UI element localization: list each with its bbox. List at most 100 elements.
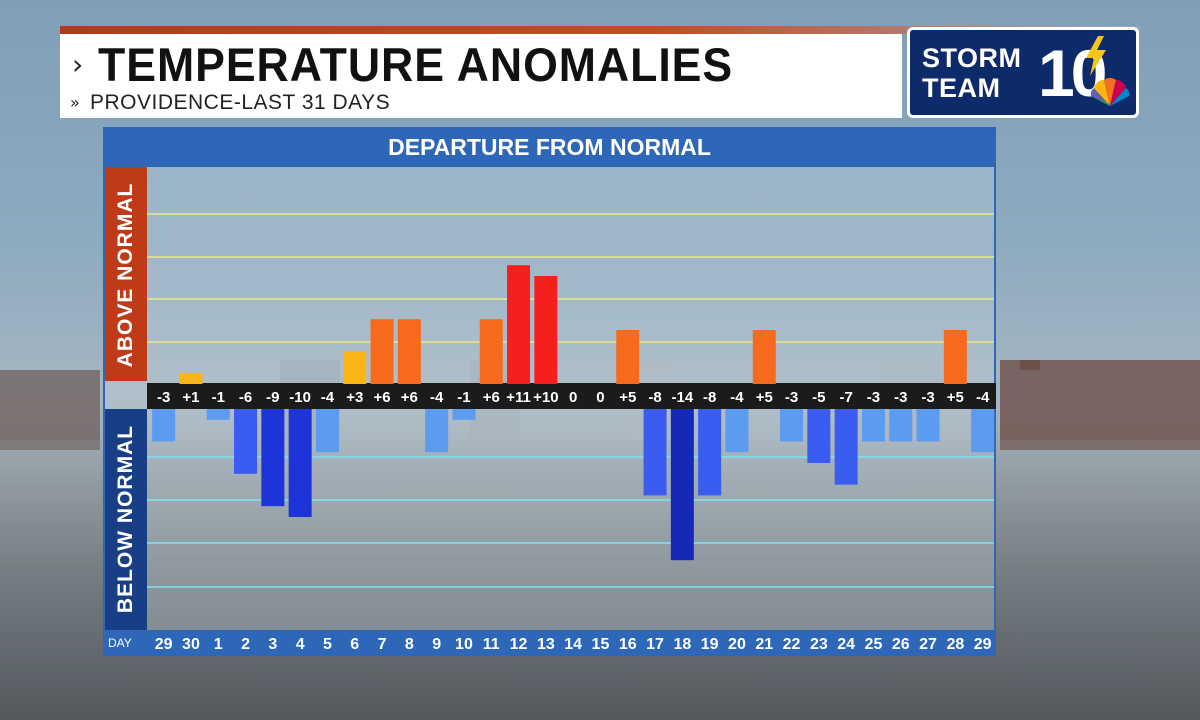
data-label: -5 bbox=[812, 389, 825, 406]
double-chevron-right-icon: » bbox=[70, 93, 80, 112]
below-normal-band bbox=[105, 409, 147, 630]
x-tick-label: 18 bbox=[673, 636, 691, 653]
bar bbox=[780, 409, 804, 442]
x-tick-label: 29 bbox=[974, 636, 992, 653]
page-title: TEMPERATURE ANOMALIES bbox=[98, 38, 734, 91]
x-tick-label: 22 bbox=[783, 636, 801, 653]
data-label: -8 bbox=[703, 389, 716, 406]
x-tick-label: 15 bbox=[592, 636, 610, 653]
x-tick-label: 5 bbox=[323, 636, 332, 653]
data-label: +5 bbox=[756, 389, 773, 406]
bar bbox=[206, 409, 230, 420]
bar bbox=[425, 409, 449, 453]
data-label: +6 bbox=[373, 389, 390, 406]
bar bbox=[643, 409, 667, 496]
bar bbox=[452, 409, 476, 420]
data-label: +5 bbox=[619, 389, 636, 406]
logo-word-team: TEAM bbox=[922, 73, 1001, 103]
data-label: -3 bbox=[785, 389, 798, 406]
data-label: -4 bbox=[730, 389, 744, 406]
bar bbox=[943, 330, 967, 384]
value-label-row bbox=[147, 383, 996, 409]
data-label: -6 bbox=[239, 389, 252, 406]
x-tick-label: 13 bbox=[537, 636, 555, 653]
data-label: 0 bbox=[569, 389, 577, 406]
data-label: -3 bbox=[894, 389, 907, 406]
data-label: -7 bbox=[839, 389, 852, 406]
x-tick-label: 10 bbox=[455, 636, 473, 653]
x-tick-label: 26 bbox=[892, 636, 910, 653]
bar bbox=[889, 409, 913, 442]
bar bbox=[288, 409, 312, 517]
x-tick-label: 8 bbox=[405, 636, 414, 653]
data-label: -8 bbox=[648, 389, 661, 406]
data-label: -3 bbox=[867, 389, 880, 406]
header-accent-stripe bbox=[60, 26, 1140, 34]
x-tick-label: 3 bbox=[268, 636, 277, 653]
x-tick-label: 23 bbox=[810, 636, 828, 653]
chevron-right-icon: › bbox=[72, 48, 84, 81]
x-tick-label: 12 bbox=[510, 636, 528, 653]
bar bbox=[698, 409, 722, 496]
data-label: +11 bbox=[506, 389, 531, 406]
x-tick-label: 16 bbox=[619, 636, 637, 653]
data-label: -4 bbox=[976, 389, 990, 406]
bar bbox=[861, 409, 885, 442]
data-label: 0 bbox=[596, 389, 604, 406]
chart-title: DEPARTURE FROM NORMAL bbox=[388, 134, 711, 160]
storm-team-10-logo: STORM TEAM 10 bbox=[907, 27, 1139, 118]
x-tick-label: 29 bbox=[155, 636, 173, 653]
x-tick-label: 4 bbox=[296, 636, 305, 653]
x-tick-label: 19 bbox=[701, 636, 719, 653]
x-tick-label: 6 bbox=[350, 636, 359, 653]
data-label: +1 bbox=[182, 389, 199, 406]
data-label: +10 bbox=[533, 389, 558, 406]
logo-word-storm: STORM bbox=[922, 43, 1022, 73]
page-subtitle: PROVIDENCE-LAST 31 DAYS bbox=[90, 91, 391, 114]
bridge-deck-background bbox=[0, 440, 1200, 720]
data-label: -10 bbox=[289, 389, 311, 406]
x-tick-label: 27 bbox=[919, 636, 937, 653]
chart-title-bar bbox=[103, 127, 996, 167]
x-tick-label: 7 bbox=[378, 636, 387, 653]
x-tick-label: 28 bbox=[946, 636, 964, 653]
data-label: -4 bbox=[430, 389, 444, 406]
data-label: +6 bbox=[401, 389, 418, 406]
data-label: -3 bbox=[157, 389, 170, 406]
data-label: -4 bbox=[321, 389, 335, 406]
bar bbox=[534, 276, 558, 384]
day-axis-row bbox=[103, 630, 996, 656]
data-label: -1 bbox=[457, 389, 470, 406]
x-tick-label: 14 bbox=[564, 636, 582, 653]
bar bbox=[179, 373, 203, 384]
x-tick-label: 17 bbox=[646, 636, 664, 653]
x-tick-label: 21 bbox=[755, 636, 773, 653]
title-bar bbox=[60, 34, 902, 118]
data-label: +3 bbox=[346, 389, 363, 406]
data-label: -14 bbox=[672, 389, 694, 406]
bar bbox=[971, 409, 995, 453]
bar bbox=[670, 409, 694, 561]
bar bbox=[752, 330, 776, 384]
x-tick-label: 24 bbox=[837, 636, 855, 653]
bar bbox=[261, 409, 285, 507]
bar bbox=[343, 351, 367, 384]
day-axis-caption: DAY bbox=[108, 636, 132, 650]
bar bbox=[152, 409, 176, 442]
data-label: -3 bbox=[921, 389, 934, 406]
data-label: +6 bbox=[483, 389, 500, 406]
x-tick-label: 30 bbox=[182, 636, 200, 653]
bar bbox=[916, 409, 940, 442]
bar bbox=[397, 319, 421, 384]
x-tick-label: 25 bbox=[865, 636, 883, 653]
x-tick-label: 20 bbox=[728, 636, 746, 653]
bar bbox=[834, 409, 858, 485]
bar bbox=[725, 409, 749, 453]
bar bbox=[315, 409, 339, 453]
bar bbox=[507, 265, 531, 384]
above-normal-band bbox=[105, 167, 147, 381]
bar bbox=[234, 409, 258, 474]
data-label: +5 bbox=[947, 389, 964, 406]
lightning-bolt-icon bbox=[1086, 36, 1106, 76]
